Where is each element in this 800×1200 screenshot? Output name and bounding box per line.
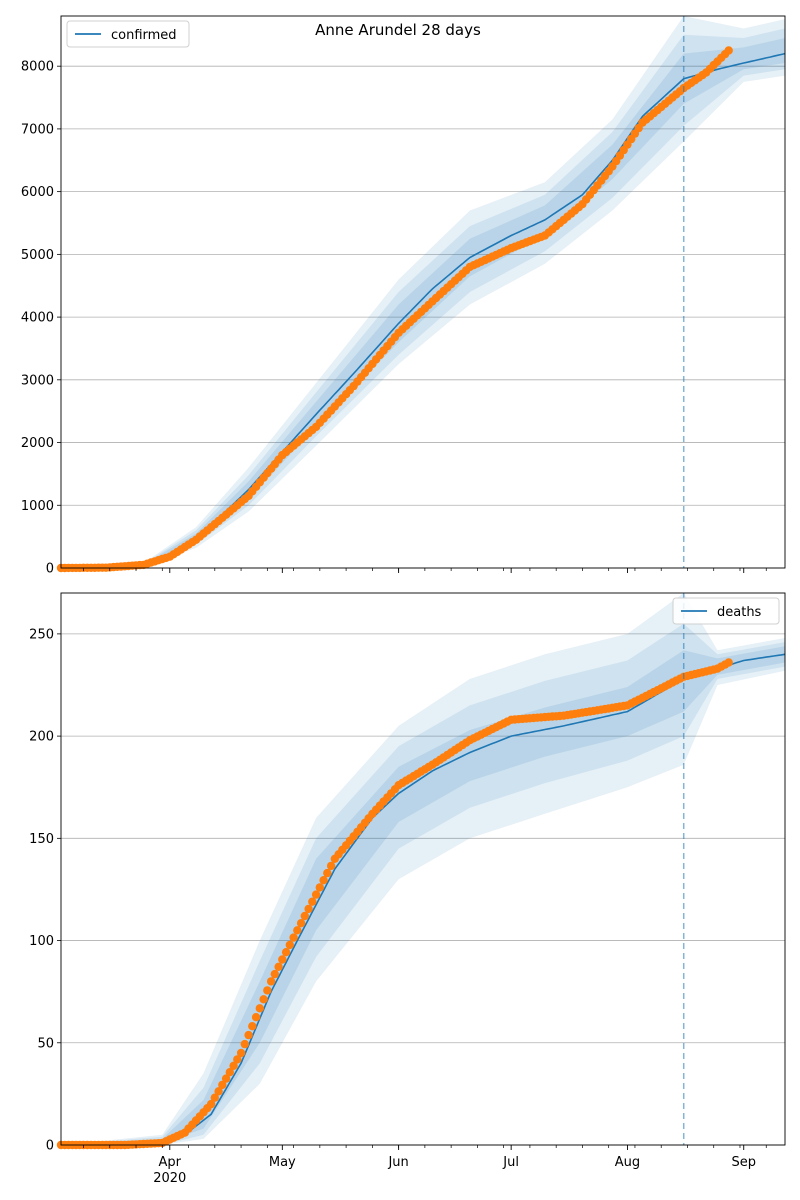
axes-frame bbox=[60, 592, 786, 1146]
observed-point bbox=[311, 890, 321, 899]
y-tick-label: 200 bbox=[29, 730, 54, 745]
observed-point bbox=[300, 911, 309, 921]
legend-label: deaths bbox=[717, 605, 762, 620]
y-tick-label: 8000 bbox=[21, 60, 54, 75]
observed-point bbox=[240, 1039, 249, 1049]
confirmed-chart: 0 1000 2000 3000 4000 5000 6000 7000 8000 confirm… bbox=[21, 15, 786, 577]
observed-point bbox=[296, 919, 306, 928]
observed-point bbox=[248, 1022, 257, 1031]
x-tick-label: Apr bbox=[159, 1155, 182, 1170]
x-tick-sublabel: 2020 bbox=[153, 1171, 186, 1186]
observed-point bbox=[315, 883, 324, 892]
observed-point bbox=[270, 969, 279, 979]
y-tick-label: 1000 bbox=[21, 499, 54, 514]
legend-label: confirmed bbox=[111, 28, 177, 43]
legend: deaths bbox=[672, 597, 780, 625]
x-tick-label: Aug bbox=[615, 1155, 640, 1170]
y-tick-label: 0 bbox=[46, 562, 54, 577]
y-tick-label: 5000 bbox=[21, 248, 54, 263]
observed-point bbox=[255, 1004, 264, 1013]
figure-title: Anne Arundel 28 days bbox=[315, 21, 481, 39]
observed-point bbox=[221, 1074, 231, 1083]
observed-point bbox=[263, 986, 272, 995]
legend: confirmed bbox=[66, 20, 190, 48]
x-tick-label: Jun bbox=[387, 1155, 408, 1170]
observed-point bbox=[266, 977, 276, 986]
x-tick-label: Jul bbox=[502, 1155, 519, 1170]
observed-point bbox=[214, 1087, 223, 1096]
y-tick-label: 7000 bbox=[21, 122, 54, 137]
observed-point bbox=[323, 868, 332, 878]
y-tick-label: 4000 bbox=[21, 311, 54, 326]
observed-point bbox=[724, 658, 733, 667]
confidence-band bbox=[61, 16, 785, 568]
observed-point bbox=[259, 995, 268, 1004]
confidence-band bbox=[61, 593, 785, 1145]
x-tick-label: Sep bbox=[731, 1155, 756, 1170]
observed-point bbox=[304, 904, 313, 914]
observed-point bbox=[251, 1013, 261, 1022]
observed-point bbox=[281, 948, 291, 957]
observed-point bbox=[724, 46, 733, 55]
x-tick-label: May bbox=[269, 1155, 296, 1170]
observed-point bbox=[206, 1099, 216, 1109]
observed-point bbox=[233, 1055, 242, 1064]
observed-point bbox=[225, 1068, 234, 1077]
observed-point bbox=[285, 940, 294, 950]
observed-point bbox=[210, 1093, 219, 1102]
y-tick-label: 100 bbox=[29, 934, 54, 949]
y-tick-label: 50 bbox=[37, 1036, 54, 1051]
observed-point bbox=[326, 861, 336, 871]
confidence-band bbox=[61, 646, 785, 1145]
observed-point bbox=[289, 933, 298, 942]
y-tick-label: 150 bbox=[29, 832, 54, 847]
observed-point bbox=[236, 1048, 246, 1058]
confidence-band bbox=[61, 623, 785, 1145]
observed-point bbox=[229, 1061, 238, 1070]
observed-point bbox=[293, 926, 302, 935]
observed-point bbox=[319, 876, 328, 885]
observed-point bbox=[278, 955, 287, 964]
observed-point bbox=[274, 962, 283, 971]
legend-box bbox=[66, 20, 190, 48]
observed-point bbox=[308, 897, 317, 906]
observed-point bbox=[244, 1030, 253, 1040]
y-tick-label: 3000 bbox=[21, 373, 54, 388]
y-tick-label: 6000 bbox=[21, 185, 54, 200]
axes-frame bbox=[60, 15, 786, 569]
y-tick-label: 2000 bbox=[21, 436, 54, 451]
y-tick-label: 250 bbox=[29, 627, 54, 642]
y-tick-label: 0 bbox=[46, 1139, 54, 1154]
observed-point bbox=[218, 1080, 227, 1090]
legend-box bbox=[672, 597, 780, 625]
